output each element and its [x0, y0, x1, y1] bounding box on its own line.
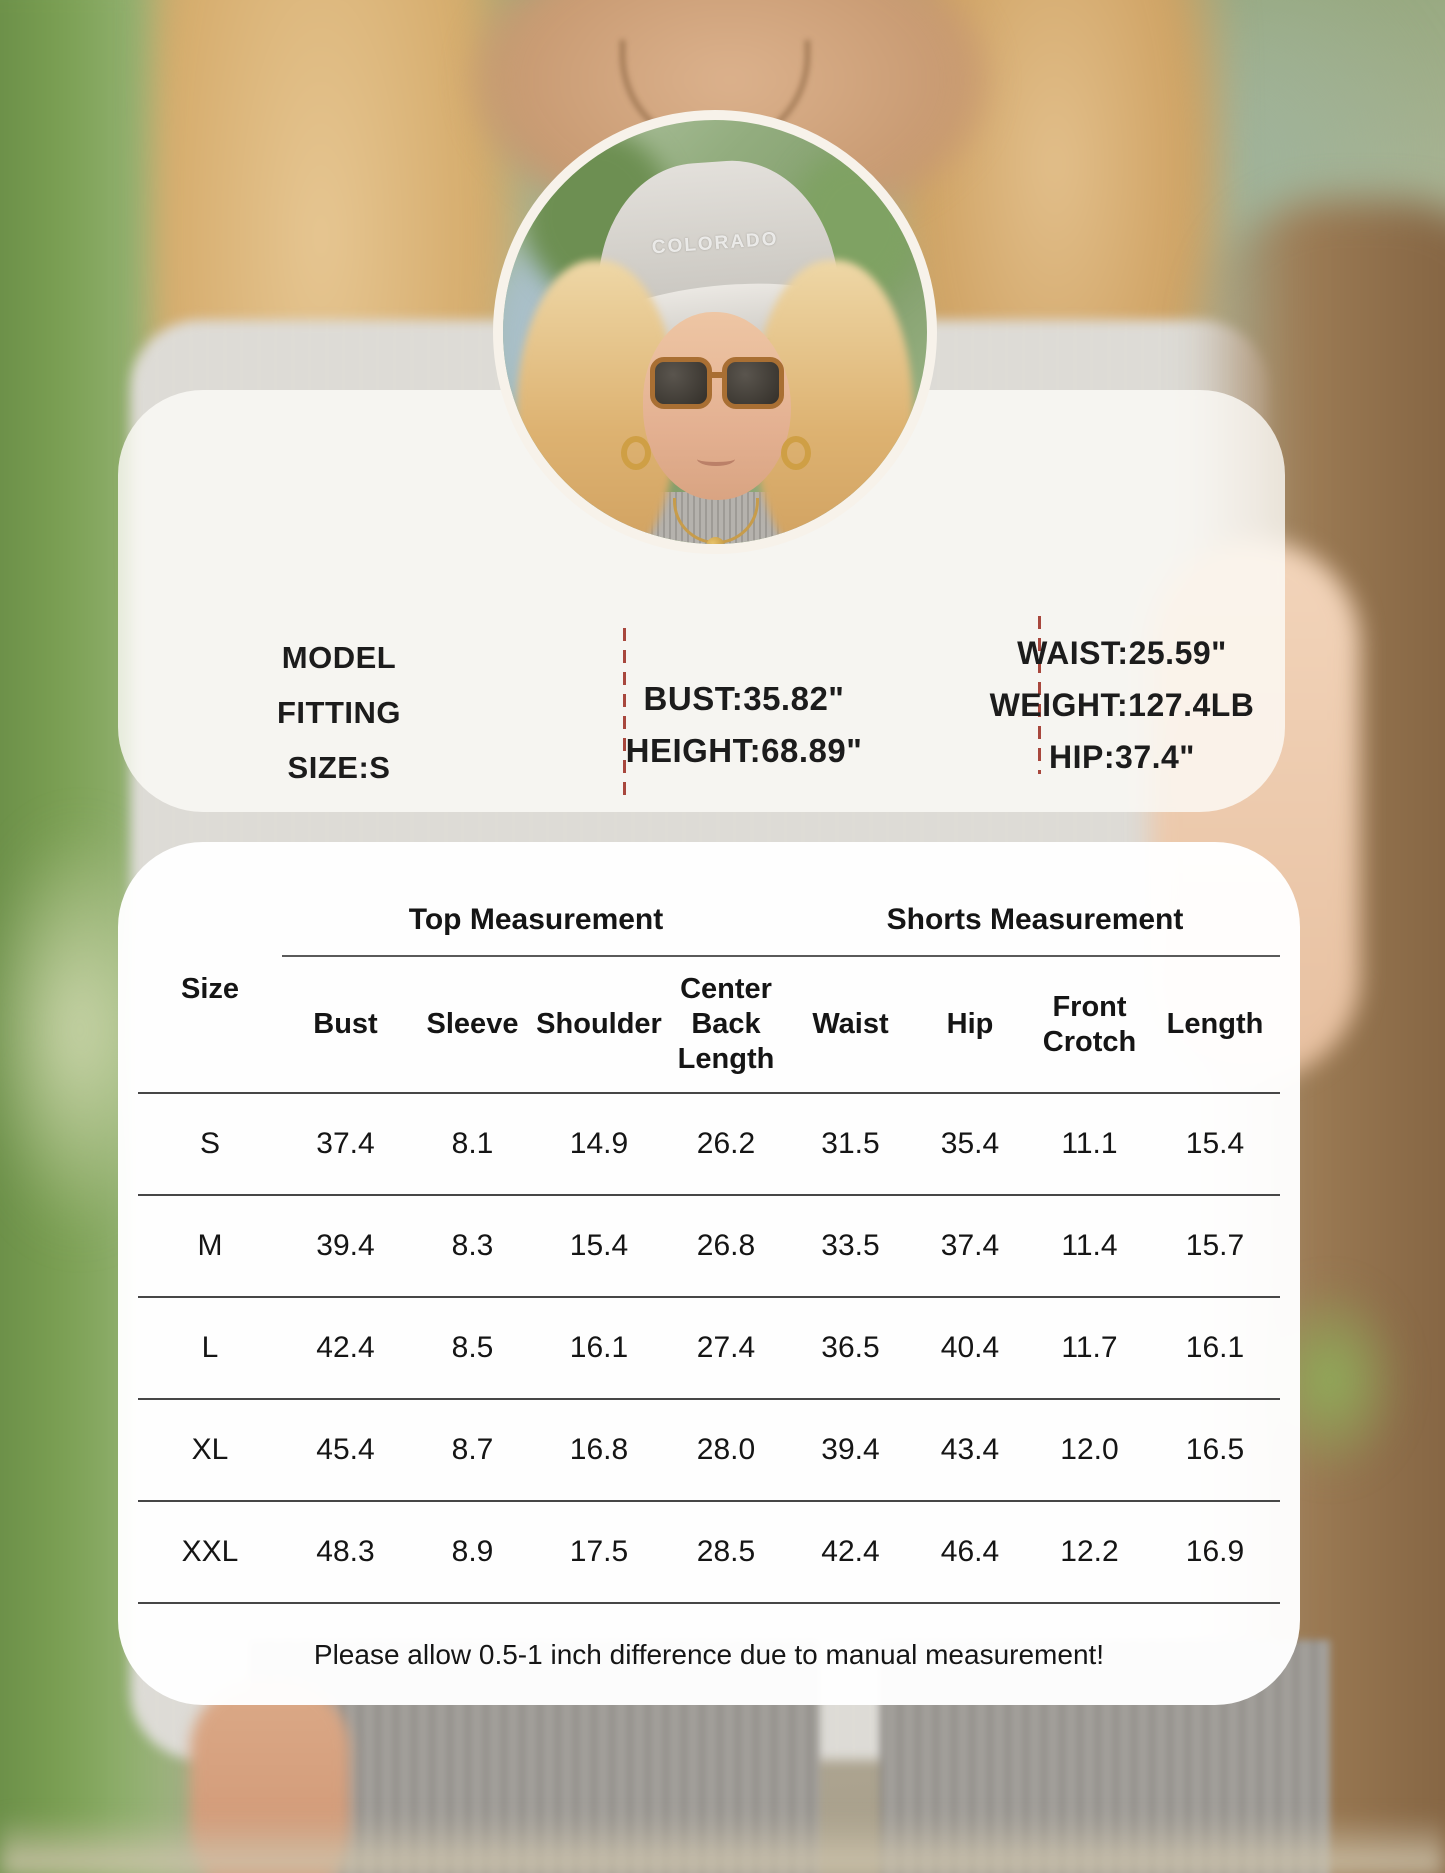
table-cell: 16.9 [1150, 1500, 1280, 1602]
column-header-size: Size [180, 972, 240, 1005]
table-cell: 14.9 [536, 1092, 662, 1194]
table-cell: 16.1 [536, 1296, 662, 1398]
model-stats-waist-weight-hip: WAIST:25.59" WEIGHT:127.4LB HIP:37.4" [990, 627, 1255, 783]
column-header-hip: Hip [911, 955, 1029, 1092]
table-cell: 8.7 [409, 1398, 536, 1500]
size-table: Size Top Measurement Shorts Measurement … [138, 842, 1280, 1705]
column-header-length: Length [1150, 955, 1280, 1092]
group-header-top-measurement: Top Measurement [408, 903, 664, 936]
table-cell: 42.4 [790, 1500, 911, 1602]
table-cell: 8.5 [409, 1296, 536, 1398]
hoop-earring [621, 436, 651, 470]
table-cell: 45.4 [282, 1398, 409, 1500]
row-label-l: L [138, 1296, 282, 1398]
table-cell: 37.4 [282, 1092, 409, 1194]
stat-line: WEIGHT:127.4LB [989, 687, 1255, 723]
table-cell: 26.8 [662, 1194, 790, 1296]
model-smile [697, 452, 735, 466]
stat-line: HEIGHT:68.89" [625, 732, 863, 769]
table-cell: 17.5 [536, 1500, 662, 1602]
model-portrait-circle: COLORADO [493, 110, 937, 554]
column-header-bust: Bust [282, 955, 409, 1092]
table-cell: 26.2 [662, 1092, 790, 1194]
table-cell: 15.4 [536, 1194, 662, 1296]
table-cell: 36.5 [790, 1296, 911, 1398]
table-cell: 11.1 [1029, 1092, 1150, 1194]
table-cell: 11.7 [1029, 1296, 1150, 1398]
measurement-note: Please allow 0.5-1 inch difference due t… [138, 1602, 1280, 1705]
table-cell: 39.4 [282, 1194, 409, 1296]
cap-embroidery-text: COLORADO [651, 228, 780, 259]
table-cell: 12.2 [1029, 1500, 1150, 1602]
column-header-waist: Waist [790, 955, 911, 1092]
model-fitting-label: MODEL FITTING SIZE:S [277, 630, 401, 795]
table-cell: 48.3 [282, 1500, 409, 1602]
column-header-center-back-length: Center Back Length [662, 955, 790, 1092]
fitting-label-line: SIZE:S [287, 750, 391, 785]
table-cell: 40.4 [911, 1296, 1029, 1398]
table-cell: 43.4 [911, 1398, 1029, 1500]
table-cell: 28.5 [662, 1500, 790, 1602]
model-stats-bust-height: BUST:35.82" HEIGHT:68.89" [626, 673, 863, 777]
table-cell: 16.1 [1150, 1296, 1280, 1398]
table-cell: 31.5 [790, 1092, 911, 1194]
stat-line: HIP:37.4" [1049, 739, 1195, 775]
table-cell: 46.4 [911, 1500, 1029, 1602]
necklace-pendant [706, 537, 725, 544]
table-cell: 8.9 [409, 1500, 536, 1602]
table-cell: 11.4 [1029, 1194, 1150, 1296]
table-cell: 8.1 [409, 1092, 536, 1194]
stat-line: BUST:35.82" [643, 680, 845, 717]
row-label-s: S [138, 1092, 282, 1194]
ground-strip [0, 1815, 1445, 1873]
sunglasses-lens [722, 357, 784, 409]
table-cell: 39.4 [790, 1398, 911, 1500]
dashed-divider [1038, 616, 1041, 774]
table-cell: 37.4 [911, 1194, 1029, 1296]
sunglasses-lens [650, 357, 712, 409]
fitting-label-line: MODEL [281, 640, 397, 675]
size-table-card: Size Top Measurement Shorts Measurement … [118, 842, 1300, 1705]
table-cell: 27.4 [662, 1296, 790, 1398]
column-header-front-crotch: Front Crotch [1029, 955, 1150, 1092]
row-label-xl: XL [138, 1398, 282, 1500]
group-header-shorts-measurement: Shorts Measurement [886, 903, 1184, 936]
table-cell: 35.4 [911, 1092, 1029, 1194]
table-cell: 16.5 [1150, 1398, 1280, 1500]
hoop-earring [781, 436, 811, 470]
table-cell: 42.4 [282, 1296, 409, 1398]
table-cell: 12.0 [1029, 1398, 1150, 1500]
table-cell: 8.3 [409, 1194, 536, 1296]
row-label-m: M [138, 1194, 282, 1296]
sunglasses-bridge [707, 372, 727, 378]
dashed-divider [623, 628, 626, 796]
table-cell: 33.5 [790, 1194, 911, 1296]
table-cell: 15.4 [1150, 1092, 1280, 1194]
table-cell: 15.7 [1150, 1194, 1280, 1296]
column-header-shoulder: Shoulder [536, 955, 662, 1092]
fitting-label-line: FITTING [276, 695, 402, 730]
row-label-xxl: XXL [138, 1500, 282, 1602]
stat-line: WAIST:25.59" [1017, 635, 1227, 671]
table-cell: 16.8 [536, 1398, 662, 1500]
table-cell: 28.0 [662, 1398, 790, 1500]
sunglasses [646, 357, 788, 409]
column-header-sleeve: Sleeve [409, 955, 536, 1092]
